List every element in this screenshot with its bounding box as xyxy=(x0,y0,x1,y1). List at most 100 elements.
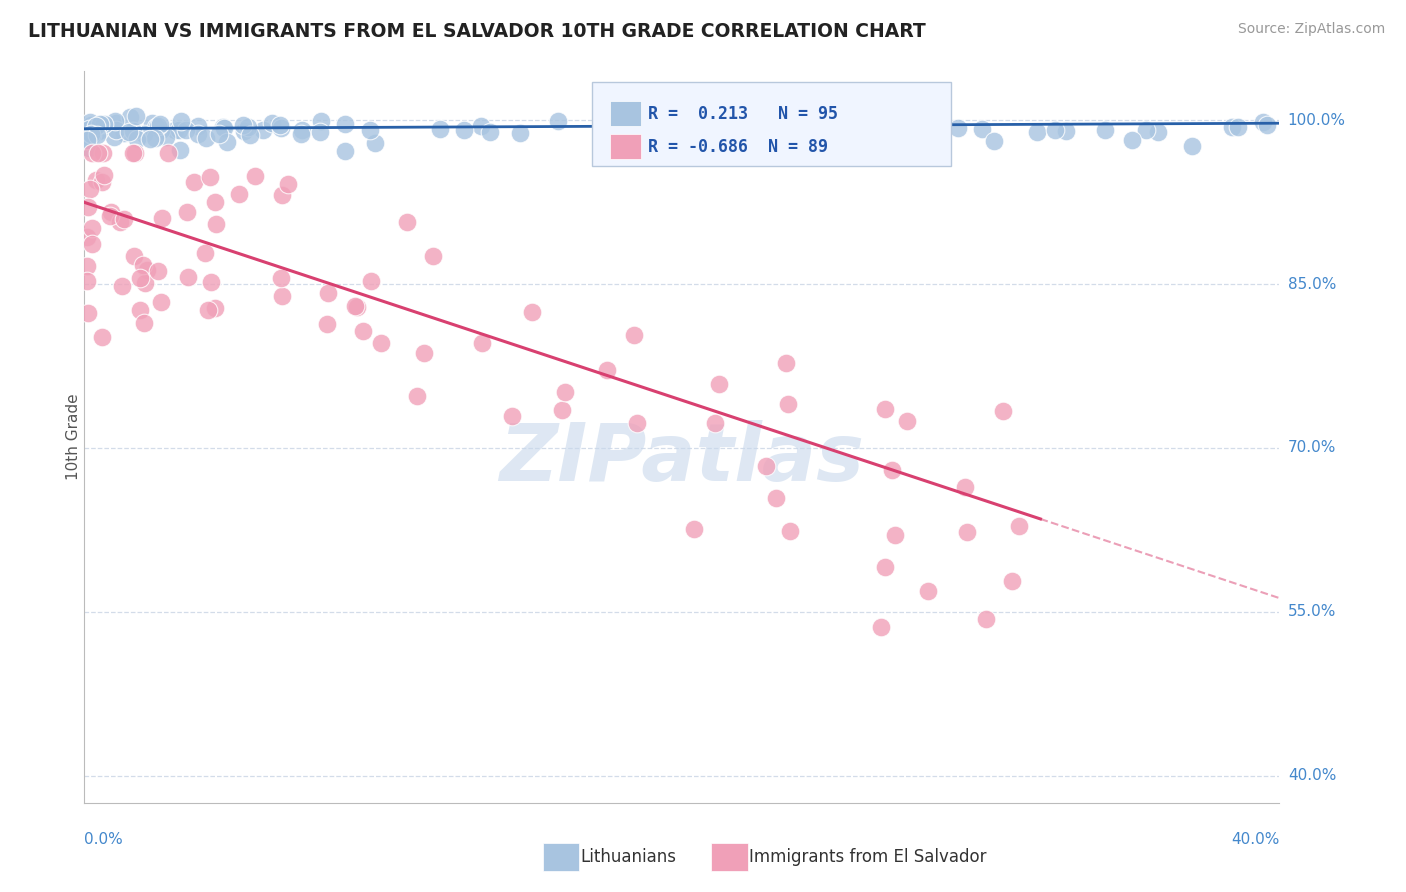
Point xyxy=(316,286,339,301)
Text: ZIPatlas: ZIPatlas xyxy=(499,420,865,498)
Point xyxy=(205,217,228,231)
Point xyxy=(93,117,115,131)
Point xyxy=(270,271,292,285)
Point xyxy=(239,128,262,142)
Point xyxy=(1147,125,1170,139)
Point xyxy=(626,416,648,430)
Point xyxy=(141,116,163,130)
Point xyxy=(470,119,492,133)
Point xyxy=(991,404,1014,418)
Point xyxy=(132,127,155,141)
Point xyxy=(174,122,197,136)
Point xyxy=(333,117,356,131)
Text: 55.0%: 55.0% xyxy=(1288,604,1336,619)
Point xyxy=(149,117,172,131)
Point xyxy=(121,146,143,161)
Point xyxy=(79,114,101,128)
Point xyxy=(703,416,725,430)
Point xyxy=(194,246,217,260)
Point xyxy=(212,120,235,134)
Point xyxy=(343,299,366,313)
Point xyxy=(128,303,150,318)
Point xyxy=(765,491,787,505)
Point xyxy=(709,376,731,391)
Point xyxy=(170,114,193,128)
Point xyxy=(623,327,645,342)
Point xyxy=(187,127,209,141)
Point xyxy=(422,249,444,263)
Point xyxy=(84,172,107,186)
Point xyxy=(91,175,114,189)
Point xyxy=(124,249,146,263)
Point xyxy=(232,123,254,137)
Point xyxy=(1227,120,1250,135)
Point xyxy=(554,384,576,399)
Point xyxy=(139,131,162,145)
Point xyxy=(134,316,156,330)
Point xyxy=(150,123,173,137)
Point xyxy=(1043,123,1066,137)
Point xyxy=(125,110,148,124)
Point xyxy=(270,288,292,302)
Point xyxy=(105,123,128,137)
Text: 100.0%: 100.0% xyxy=(1288,113,1346,128)
Point xyxy=(547,114,569,128)
Point xyxy=(228,186,250,201)
Point xyxy=(413,346,436,360)
Point xyxy=(270,188,292,202)
Point xyxy=(363,136,385,150)
Point xyxy=(269,119,291,133)
Point xyxy=(177,270,200,285)
Point xyxy=(1121,133,1143,147)
Point xyxy=(335,144,357,158)
Point xyxy=(91,330,114,344)
Point xyxy=(1026,125,1049,139)
Text: R =  0.213   N = 95: R = 0.213 N = 95 xyxy=(648,104,838,123)
Point xyxy=(953,480,976,494)
Point xyxy=(76,229,98,244)
Point xyxy=(155,129,177,144)
Point xyxy=(882,463,904,477)
Point xyxy=(204,301,226,315)
Point xyxy=(1008,519,1031,533)
Point xyxy=(118,110,141,124)
Point xyxy=(118,125,141,139)
Point xyxy=(509,126,531,140)
Point xyxy=(471,336,494,351)
Point xyxy=(131,258,153,272)
Y-axis label: 10th Grade: 10th Grade xyxy=(66,393,80,481)
Point xyxy=(197,303,219,318)
Point xyxy=(80,128,103,142)
Point xyxy=(80,237,103,252)
Point xyxy=(104,116,127,130)
Point xyxy=(1181,139,1204,153)
Point xyxy=(198,169,221,184)
Point xyxy=(208,128,231,142)
Point xyxy=(134,276,156,290)
FancyBboxPatch shape xyxy=(610,102,641,126)
Point xyxy=(129,270,152,285)
Point xyxy=(204,195,226,210)
Point xyxy=(79,127,101,141)
Point xyxy=(778,397,800,411)
Point xyxy=(359,123,381,137)
Point xyxy=(1001,574,1024,588)
Text: 0.0%: 0.0% xyxy=(84,832,124,847)
Point xyxy=(917,584,939,599)
Text: Immigrants from El Salvador: Immigrants from El Salvador xyxy=(749,848,987,866)
Point xyxy=(111,278,134,293)
Point xyxy=(775,356,797,370)
Point xyxy=(100,205,122,219)
Point xyxy=(346,300,368,314)
Point xyxy=(167,122,190,136)
Text: Lithuanians: Lithuanians xyxy=(581,848,676,866)
Point xyxy=(870,620,893,634)
Point xyxy=(187,119,209,133)
Point xyxy=(309,113,332,128)
Point xyxy=(262,116,284,130)
Point xyxy=(135,262,157,277)
Point xyxy=(148,264,170,278)
Point xyxy=(76,200,98,214)
Point xyxy=(80,146,103,161)
Text: 70.0%: 70.0% xyxy=(1288,441,1336,456)
